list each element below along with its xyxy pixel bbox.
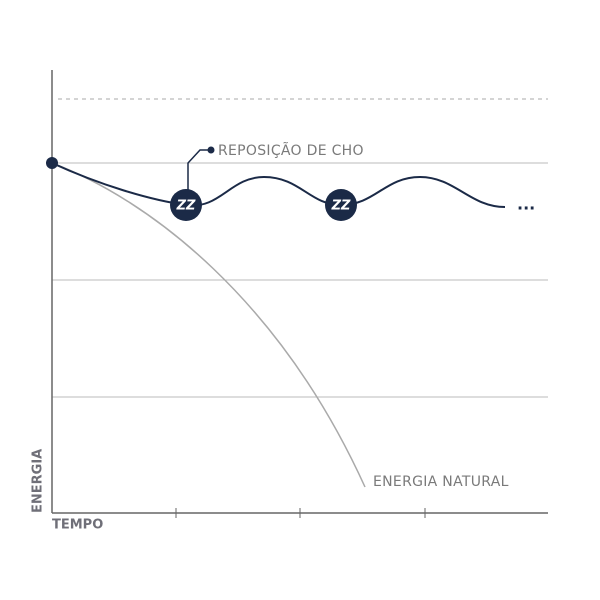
refuel-curve	[51, 162, 506, 208]
ellipsis: ...	[517, 195, 535, 214]
callout-dot	[207, 146, 215, 154]
natural-label: ENERGIA NATURAL	[373, 474, 509, 490]
callout-line	[187, 149, 211, 190]
marker	[325, 189, 357, 221]
natural-curve	[51, 162, 366, 488]
marker-text: ZZ	[176, 199, 196, 214]
marker-text: ZZ	[331, 199, 351, 214]
start-dot	[46, 157, 58, 169]
y-axis-label: ENERGIA	[31, 449, 46, 513]
refuel-label: REPOSIÇÃO DE CHO	[218, 142, 364, 159]
marker	[170, 189, 202, 221]
x-axis-label: TEMPO	[52, 518, 103, 533]
